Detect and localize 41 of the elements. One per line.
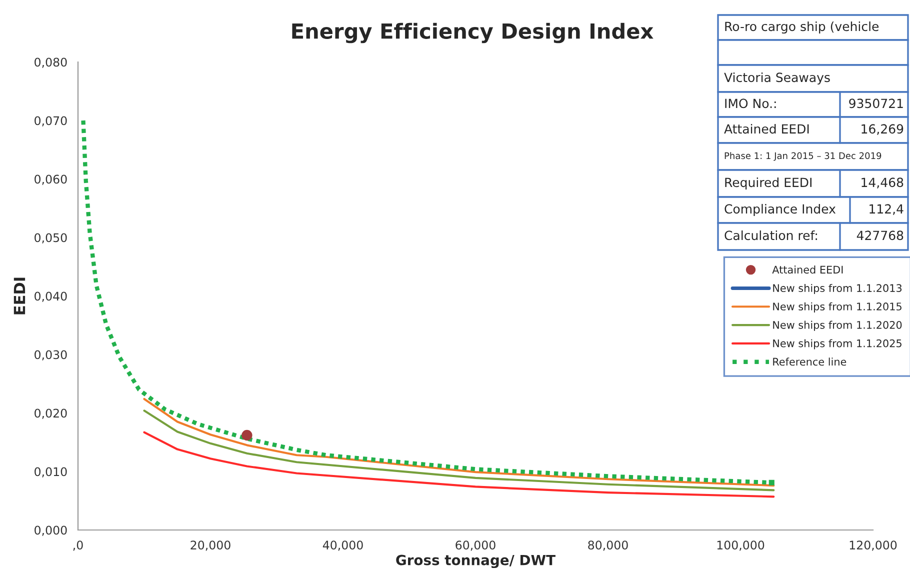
- line-series: [143, 410, 775, 492]
- x-tick-label: 20,000: [190, 540, 230, 551]
- y-tick-label: 0,080: [34, 58, 67, 68]
- annotation: 427768: [856, 230, 904, 240]
- annotation: Compliance Index: [724, 204, 836, 216]
- annotation: 16,269: [862, 124, 904, 135]
- x-axis-title: Gross tonnage/ DWT: [396, 554, 556, 568]
- x-tick-label: 60,000: [456, 540, 496, 551]
- x-tick-label: 100,000: [717, 540, 764, 551]
- annotation: Phase 1: 1 Jan 2015 – 31 Dec 2019: [724, 152, 882, 161]
- x-tick-label: 40,000: [322, 540, 363, 551]
- x-tick-label: 80,000: [588, 540, 628, 551]
- annotation: Attained EEDI: [724, 124, 809, 134]
- x-tick-label: 120,000: [850, 540, 897, 551]
- annotation: 112,4: [870, 204, 904, 215]
- legend-label: New ships from 1.1.2025: [773, 339, 902, 350]
- y-tick-label: 0,010: [34, 467, 67, 478]
- y-tick-label: 0,040: [34, 292, 67, 302]
- line-series: [143, 398, 775, 487]
- chart-title: Energy Efficiency Design Index: [292, 22, 654, 44]
- legend-label: Reference line: [773, 358, 846, 366]
- y-tick-label: 0,050: [34, 233, 67, 244]
- y-tick-label: 0,060: [34, 174, 67, 185]
- y-tick-label: 0,030: [34, 350, 67, 360]
- y-tick-label: 0,000: [34, 526, 67, 536]
- text: Ro-ro cargo ship (vehicle: [725, 21, 879, 34]
- y-axis-title: EEDI: [14, 278, 26, 314]
- legend-label: Attained EEDI: [772, 266, 843, 274]
- annotation: Victoria Seaways: [724, 72, 830, 85]
- annotation: 9350721: [849, 98, 903, 108]
- annotation: 14,468: [862, 178, 904, 188]
- annotation: Calculation ref:: [724, 230, 817, 240]
- annotation: IMO No.:: [725, 98, 776, 108]
- y-tick-label: 0,020: [34, 408, 67, 419]
- y-tick-label: 0,070: [34, 116, 67, 126]
- x-tick-label: ,0: [73, 540, 83, 551]
- line-series: [143, 431, 775, 498]
- legend-label: New ships from 1.1.2020: [773, 320, 902, 331]
- legend-label: New ships from 1.1.2013: [773, 284, 902, 294]
- legend-label: New ships from 1.1.2015: [773, 302, 902, 312]
- annotation: Required EEDI: [725, 177, 812, 190]
